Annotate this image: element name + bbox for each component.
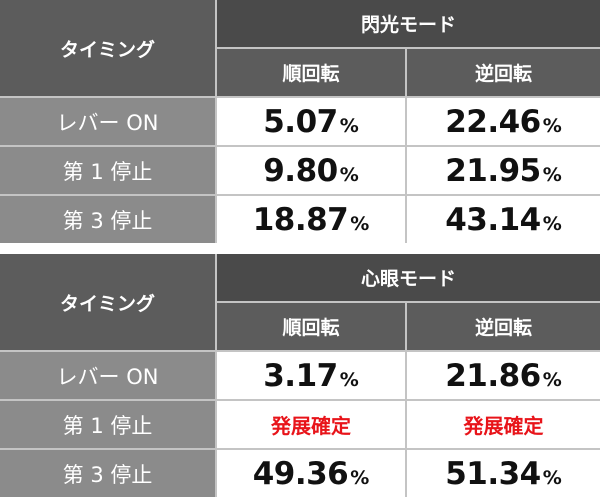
percent-sign: % xyxy=(542,466,562,489)
percentage-value: 43.14 xyxy=(445,201,541,238)
percent-sign: % xyxy=(350,466,370,489)
percent-sign: % xyxy=(542,163,562,186)
data-cell: 43.14% xyxy=(407,196,600,243)
percentage-value: 3.17 xyxy=(263,357,338,394)
percent-sign: % xyxy=(542,212,562,235)
data-cell: 21.95% xyxy=(407,147,600,194)
data-cell: 発展確定 xyxy=(217,401,405,448)
percentage-value: 49.36 xyxy=(252,455,349,492)
percentage-value: 21.86 xyxy=(445,357,541,394)
percentage-value: 51.34 xyxy=(445,455,541,492)
row-label: レバー ON xyxy=(0,98,215,145)
percentage-value: 18.87 xyxy=(252,201,349,238)
data-cell: 21.86% xyxy=(407,352,600,399)
timing-header: タイミング xyxy=(0,0,215,96)
data-cell: 49.36% xyxy=(217,450,405,497)
table: タイミング 閃光モード 順回転 逆回転 レバー ON 5.07% 22.46% 第 1 停止 9… xyxy=(0,0,600,243)
data-cell: 9.80% xyxy=(217,147,405,194)
row-label: 第 3 停止 xyxy=(0,196,215,243)
row-label: レバー ON xyxy=(0,352,215,399)
result-text: 発展確定 xyxy=(271,414,351,438)
percent-sign: % xyxy=(339,163,359,186)
percentage-value: 21.95 xyxy=(445,152,541,189)
data-cell: 18.87% xyxy=(217,196,405,243)
column-header: 逆回転 xyxy=(407,49,600,96)
column-header: 逆回転 xyxy=(407,303,600,350)
percent-sign: % xyxy=(339,368,359,391)
mode-header: 閃光モード xyxy=(217,0,600,47)
timing-header: タイミング xyxy=(0,254,215,350)
row-label: 第 3 停止 xyxy=(0,450,215,497)
data-cell: 5.07% xyxy=(217,98,405,145)
table: タイミング 心眼モード 順回転 逆回転 レバー ON 3.17% 21.86% 第 1 停止発… xyxy=(0,254,600,497)
data-cell: 22.46% xyxy=(407,98,600,145)
mode-header: 心眼モード xyxy=(217,254,600,301)
percent-sign: % xyxy=(542,368,562,391)
data-cell: 3.17% xyxy=(217,352,405,399)
column-header: 順回転 xyxy=(217,303,405,350)
percent-sign: % xyxy=(339,114,359,137)
percentage-value: 9.80 xyxy=(263,152,338,189)
data-cell: 51.34% xyxy=(407,450,600,497)
percentage-value: 5.07 xyxy=(263,103,338,140)
percent-sign: % xyxy=(542,114,562,137)
result-text: 発展確定 xyxy=(463,414,544,438)
data-cell: 発展確定 xyxy=(407,401,600,448)
column-header: 順回転 xyxy=(217,49,405,96)
row-label: 第 1 停止 xyxy=(0,401,215,448)
percentage-value: 22.46 xyxy=(445,103,541,140)
row-label: 第 1 停止 xyxy=(0,147,215,194)
percent-sign: % xyxy=(350,212,370,235)
